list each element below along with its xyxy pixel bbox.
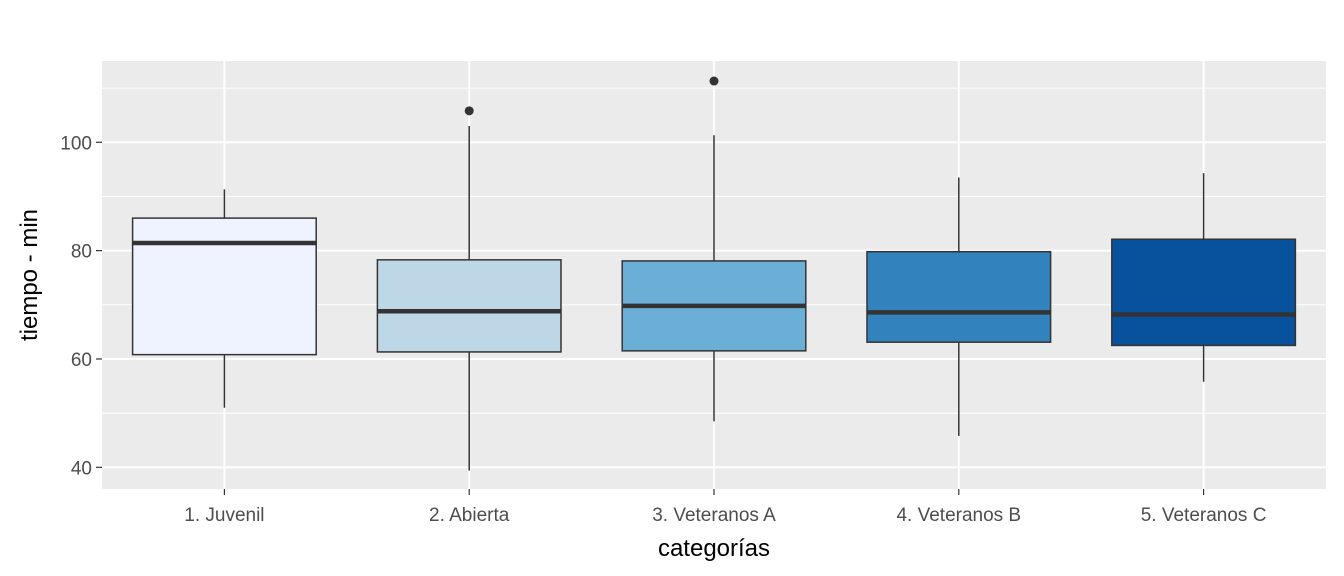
x-tick-label: 2. Abierta	[429, 505, 510, 526]
y-tick-label: 100	[60, 133, 92, 154]
y-axis: 40 60 80 100	[60, 133, 102, 479]
x-tick-label: 1. Juvenil	[184, 505, 264, 526]
x-axis-title: categorías	[658, 535, 770, 562]
box-3	[621, 76, 807, 422]
box-iqr	[866, 250, 1052, 343]
box-1	[131, 189, 317, 408]
y-tick-label: 80	[71, 242, 92, 263]
x-tick-label: 5. Veteranos C	[1141, 505, 1267, 526]
y-tick-label: 60	[71, 350, 92, 371]
box-2	[376, 106, 562, 471]
y-tick-label: 40	[71, 458, 92, 479]
box-5	[1111, 173, 1297, 382]
x-axis: 1. Juvenil 2. Abierta 3. Veteranos A 4. Vet…	[184, 489, 1266, 526]
box-iqr	[1111, 238, 1297, 347]
box-4	[866, 177, 1052, 436]
box-series	[131, 76, 1297, 471]
box-iqr	[131, 217, 317, 356]
box-iqr	[376, 259, 562, 353]
x-tick-label: 4. Veteranos B	[896, 505, 1021, 526]
outlier-point	[464, 106, 474, 116]
y-axis-title: tiempo - min	[16, 209, 43, 341]
x-tick-label: 3. Veteranos A	[652, 505, 776, 526]
outlier-point	[709, 76, 719, 86]
